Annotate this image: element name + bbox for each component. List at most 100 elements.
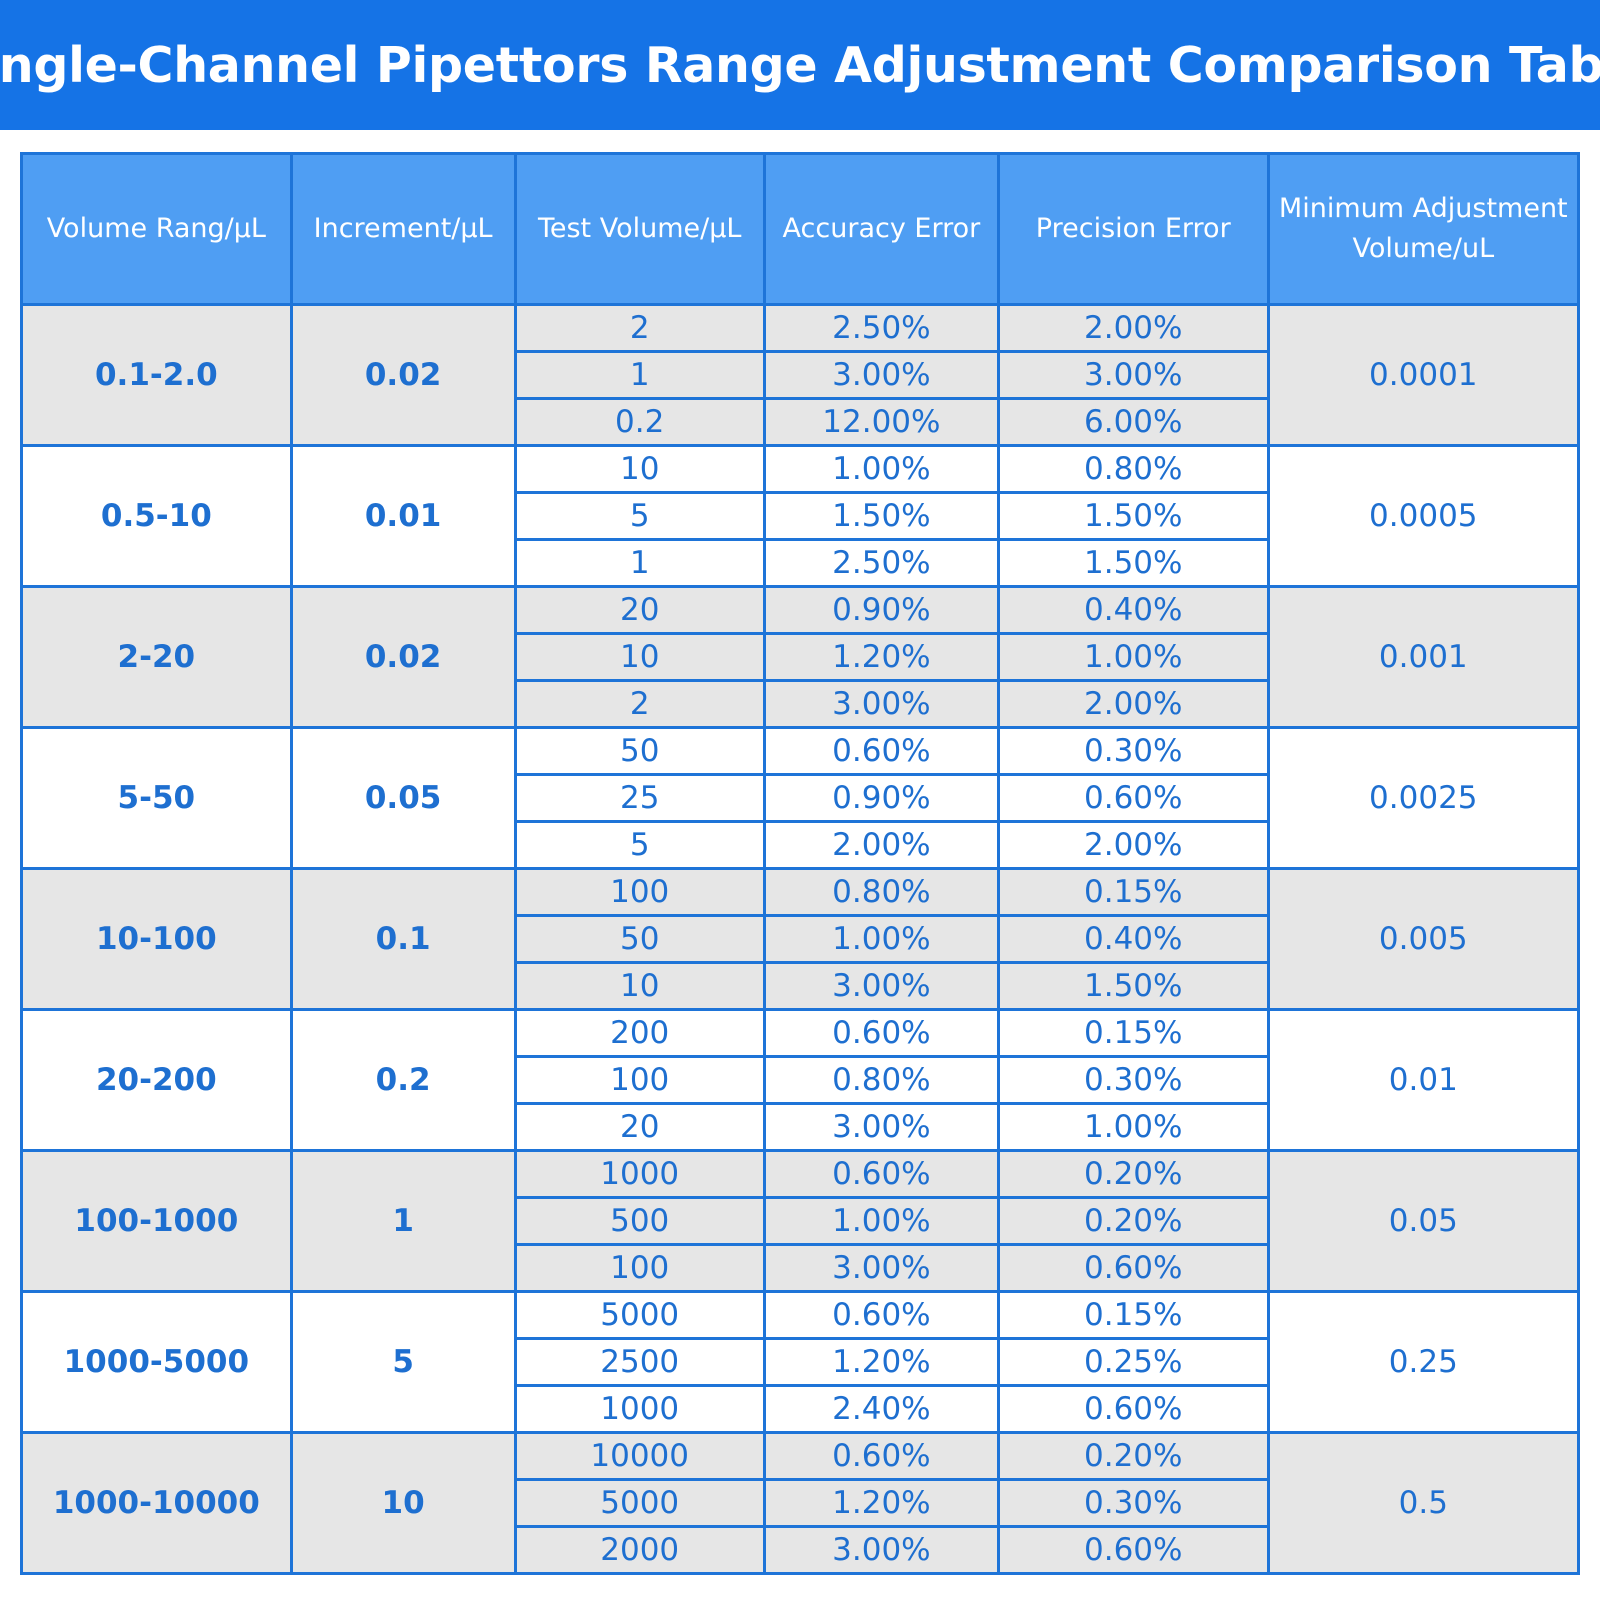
precision-error-cell: 2.00% — [996, 820, 1270, 870]
accuracy-error-cell: 12.00% — [762, 397, 1000, 447]
page-title: Single-Channel Pipettors Range Adjustmen… — [0, 36, 1600, 94]
precision-error-cell: 6.00% — [996, 397, 1270, 447]
precision-error-cell: 0.60% — [996, 1525, 1270, 1575]
table-row: 5 2.00% 2.00% — [22, 820, 1579, 870]
table-row: 2000 3.00% 0.60% — [22, 1525, 1579, 1575]
accuracy-error-cell: 2.50% — [762, 538, 1000, 588]
test-volume-cell: 100 — [513, 867, 766, 917]
header-min-adjustment: Minimum Adjustment Volume/uL — [1266, 152, 1581, 306]
accuracy-error-cell: 3.00% — [762, 1102, 1000, 1152]
precision-error-cell: 1.50% — [996, 961, 1270, 1011]
volume-range-cell: 1000-10000 — [20, 1431, 293, 1575]
test-volume-cell: 500 — [513, 1196, 766, 1246]
test-volume-cell: 1 — [513, 350, 766, 400]
table-row: 10-100 0.1 100 0.80% 0.15% 0.005 — [20, 867, 1581, 1011]
table-row: 100 3.00% 0.60% — [22, 1243, 1579, 1293]
table-row: 10 3.00% 1.50% — [22, 961, 1579, 1011]
test-volume-cell: 2000 — [513, 1525, 766, 1575]
accuracy-error-cell: 0.90% — [762, 585, 1000, 635]
header-increment: Increment/μL — [289, 152, 517, 306]
volume-range-cell: 20-200 — [20, 1008, 293, 1152]
min-adjustment-cell: 0.0025 — [1266, 726, 1581, 870]
test-volume-cell: 1000 — [513, 1384, 766, 1434]
precision-error-cell: 0.60% — [996, 1243, 1270, 1293]
accuracy-error-cell: 1.00% — [762, 1196, 1000, 1246]
volume-range-cell: 1000-5000 — [20, 1290, 293, 1434]
min-adjustment-cell: 0.001 — [1266, 585, 1581, 729]
test-volume-cell: 10 — [513, 444, 766, 494]
precision-error-cell: 0.60% — [996, 773, 1270, 823]
table-row: 5 1.50% 1.50% — [22, 491, 1579, 541]
accuracy-error-cell: 0.80% — [762, 867, 1000, 917]
table-row: 2500 1.20% 0.25% — [22, 1337, 1579, 1387]
accuracy-error-cell: 3.00% — [762, 1243, 1000, 1293]
comparison-table: Volume Rang/μL Increment/μL Test Volume/… — [20, 152, 1581, 1575]
table-row: 2 3.00% 2.00% — [22, 679, 1579, 729]
accuracy-error-cell: 0.60% — [762, 726, 1000, 776]
test-volume-cell: 25 — [513, 773, 766, 823]
min-adjustment-cell: 0.25 — [1266, 1290, 1581, 1434]
table-row: 5-50 0.05 50 0.60% 0.30% 0.0025 — [20, 726, 1581, 870]
increment-cell: 0.1 — [289, 867, 517, 1011]
precision-error-cell: 0.60% — [996, 1384, 1270, 1434]
accuracy-error-cell: 3.00% — [762, 679, 1000, 729]
test-volume-cell: 5000 — [513, 1290, 766, 1340]
accuracy-error-cell: 0.80% — [762, 1055, 1000, 1105]
test-volume-cell: 1000 — [513, 1149, 766, 1199]
test-volume-cell: 0.2 — [513, 397, 766, 447]
volume-range-cell: 100-1000 — [20, 1149, 293, 1293]
accuracy-error-cell: 0.60% — [762, 1290, 1000, 1340]
min-adjustment-cell: 0.0001 — [1266, 303, 1581, 447]
table-row: 50 1.00% 0.40% — [22, 914, 1579, 964]
min-adjustment-cell: 0.01 — [1266, 1008, 1581, 1152]
precision-error-cell: 1.50% — [996, 538, 1270, 588]
accuracy-error-cell: 2.40% — [762, 1384, 1000, 1434]
test-volume-cell: 50 — [513, 726, 766, 776]
accuracy-error-cell: 1.20% — [762, 632, 1000, 682]
accuracy-error-cell: 1.50% — [762, 491, 1000, 541]
accuracy-error-cell: 2.00% — [762, 820, 1000, 870]
precision-error-cell: 1.00% — [996, 632, 1270, 682]
increment-cell: 5 — [289, 1290, 517, 1434]
precision-error-cell: 2.00% — [996, 679, 1270, 729]
precision-error-cell: 0.15% — [996, 867, 1270, 917]
table-row: 0.2 12.00% 6.00% — [22, 397, 1579, 447]
precision-error-cell: 2.00% — [996, 303, 1270, 353]
table-row: 1 3.00% 3.00% — [22, 350, 1579, 400]
table-row: 10 1.20% 1.00% — [22, 632, 1579, 682]
table-row: 25 0.90% 0.60% — [22, 773, 1579, 823]
precision-error-cell: 1.00% — [996, 1102, 1270, 1152]
increment-cell: 0.01 — [289, 444, 517, 588]
test-volume-cell: 10000 — [513, 1431, 766, 1481]
table-row: 1 2.50% 1.50% — [22, 538, 1579, 588]
accuracy-error-cell: 2.50% — [762, 303, 1000, 353]
accuracy-error-cell: 3.00% — [762, 961, 1000, 1011]
test-volume-cell: 50 — [513, 914, 766, 964]
accuracy-error-cell: 3.00% — [762, 350, 1000, 400]
precision-error-cell: 0.20% — [996, 1149, 1270, 1199]
accuracy-error-cell: 0.60% — [762, 1431, 1000, 1481]
test-volume-cell: 100 — [513, 1055, 766, 1105]
precision-error-cell: 0.30% — [996, 1055, 1270, 1105]
min-adjustment-cell: 0.0005 — [1266, 444, 1581, 588]
volume-range-cell: 2-20 — [20, 585, 293, 729]
accuracy-error-cell: 1.00% — [762, 444, 1000, 494]
increment-cell: 0.02 — [289, 303, 517, 447]
test-volume-cell: 20 — [513, 1102, 766, 1152]
test-volume-cell: 1 — [513, 538, 766, 588]
test-volume-cell: 2 — [513, 679, 766, 729]
precision-error-cell: 0.40% — [996, 585, 1270, 635]
header-volume-range: Volume Rang/μL — [20, 152, 293, 306]
volume-range-cell: 0.5-10 — [20, 444, 293, 588]
accuracy-error-cell: 0.60% — [762, 1149, 1000, 1199]
min-adjustment-cell: 0.05 — [1266, 1149, 1581, 1293]
header-precision-error: Precision Error — [996, 152, 1270, 306]
precision-error-cell: 3.00% — [996, 350, 1270, 400]
test-volume-cell: 20 — [513, 585, 766, 635]
table-row: 0.5-10 0.01 10 1.00% 0.80% 0.0005 — [20, 444, 1581, 588]
volume-range-cell: 10-100 — [20, 867, 293, 1011]
volume-range-cell: 0.1-2.0 — [20, 303, 293, 447]
test-volume-cell: 5 — [513, 491, 766, 541]
accuracy-error-cell: 0.90% — [762, 773, 1000, 823]
volume-range-cell: 5-50 — [20, 726, 293, 870]
